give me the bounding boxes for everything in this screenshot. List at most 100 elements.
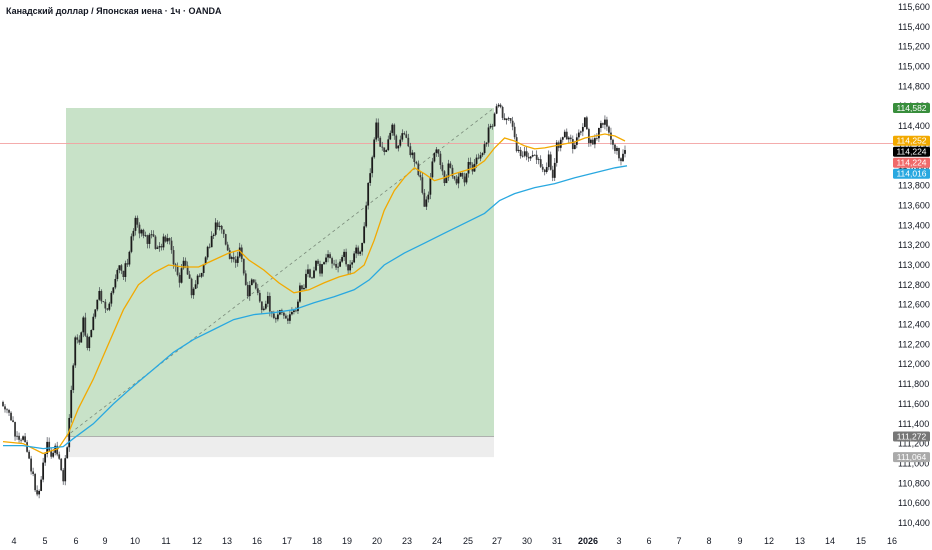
candle-body (4, 406, 6, 410)
candle-body (212, 234, 215, 236)
candle-body (262, 308, 265, 310)
candle-body (66, 447, 69, 459)
candle-body (76, 337, 79, 340)
candle-body (274, 317, 277, 320)
x-tick-label: 9 (102, 536, 107, 546)
candle-body (307, 269, 309, 274)
candle-body (549, 154, 552, 170)
candle-body (166, 238, 169, 242)
profit-zone (66, 108, 494, 437)
x-tick-label: 11 (161, 536, 170, 546)
candle-body (118, 265, 121, 270)
candle-body (591, 139, 594, 145)
candle-body (170, 240, 173, 251)
candle-body (573, 144, 576, 150)
candle-body (405, 134, 408, 138)
candle-body (311, 277, 313, 279)
price-tag-label: 111,272 (897, 431, 927, 441)
candle-body (188, 274, 191, 279)
candle-body (511, 120, 514, 127)
candle-body (58, 454, 61, 459)
candle-body (142, 229, 145, 236)
price-tag (893, 146, 930, 157)
candle-body (481, 153, 484, 156)
candle-body (230, 257, 233, 259)
candle-body (242, 258, 245, 274)
candle-body (236, 256, 239, 263)
loss-zone (66, 436, 494, 458)
y-tick-label: 114,200 (898, 141, 930, 151)
y-tick-label: 114,400 (898, 121, 930, 131)
candle-body (533, 154, 536, 156)
candle-body (624, 150, 626, 154)
candle-body (515, 137, 518, 151)
candle-body (138, 224, 141, 234)
candle-body (210, 235, 213, 248)
candle-body (614, 144, 616, 151)
candle-body (198, 275, 201, 277)
candle-body (90, 329, 93, 338)
candle-body (104, 301, 107, 309)
candle-body (317, 260, 319, 264)
candle-body (84, 317, 87, 336)
candle-body (359, 251, 362, 254)
candle-body (604, 119, 606, 125)
moving-average-slow (3, 165, 628, 450)
y-tick-label: 113,600 (898, 200, 930, 210)
y-tick-label: 113,800 (898, 181, 930, 191)
candle-body (78, 339, 81, 343)
candle-body (385, 150, 388, 152)
candle-body (437, 149, 440, 154)
candle-body (363, 226, 366, 243)
candle-body (192, 288, 195, 296)
candle-body (323, 262, 325, 265)
x-tick-label: 5 (42, 536, 47, 546)
candle-body (345, 251, 348, 265)
candle-body (272, 313, 275, 318)
x-tick-label: 12 (764, 536, 774, 546)
candle-body (18, 435, 20, 440)
candle-body (40, 479, 43, 491)
x-tick-label: 6 (73, 536, 78, 546)
candle-body (234, 259, 237, 263)
candle-body (126, 263, 129, 265)
candle-body (349, 264, 352, 271)
candle-body (519, 149, 522, 157)
candle-body (208, 246, 211, 248)
candle-body (509, 118, 512, 121)
price-tag-label: 114,224 (896, 147, 926, 157)
candle-body (82, 317, 85, 333)
candle-body (72, 365, 75, 391)
candle-body (353, 253, 356, 263)
candle-body (335, 264, 337, 268)
candle-body (92, 316, 95, 330)
candle-body (427, 194, 430, 200)
candle-body (579, 131, 582, 133)
x-tick-label: 23 (402, 536, 412, 546)
price-tag-label: 114,252 (896, 136, 926, 146)
price-axis[interactable]: 115,600115,400115,200115,000114,800114,6… (898, 2, 930, 528)
candle-body (455, 178, 458, 184)
candle-body (297, 301, 299, 312)
candle-body (44, 453, 47, 463)
candle-body (401, 133, 404, 140)
candle-body (26, 442, 28, 452)
time-axis[interactable]: 4 5 6 9 10 11 12 13 16 17 18 19 20 23 24 25 27 30 31 2026 3 6… (11, 536, 897, 546)
price-tag (893, 431, 930, 442)
candle-body (429, 177, 432, 195)
candle-body (114, 278, 117, 288)
x-tick-label: 3 (616, 536, 621, 546)
candle-body (144, 235, 147, 237)
y-tick-label: 110,600 (898, 498, 930, 508)
price-tag-label: 111,064 (897, 452, 927, 462)
candle-body (399, 139, 402, 146)
long-position-box[interactable] (65, 107, 495, 458)
x-tick-label: 24 (432, 536, 442, 546)
candle-body (417, 163, 420, 176)
price-tag (893, 135, 930, 146)
x-tick-label: 15 (856, 536, 866, 546)
candle-body (551, 169, 554, 178)
moving-averages (2, 133, 628, 455)
candle-body (250, 279, 253, 286)
